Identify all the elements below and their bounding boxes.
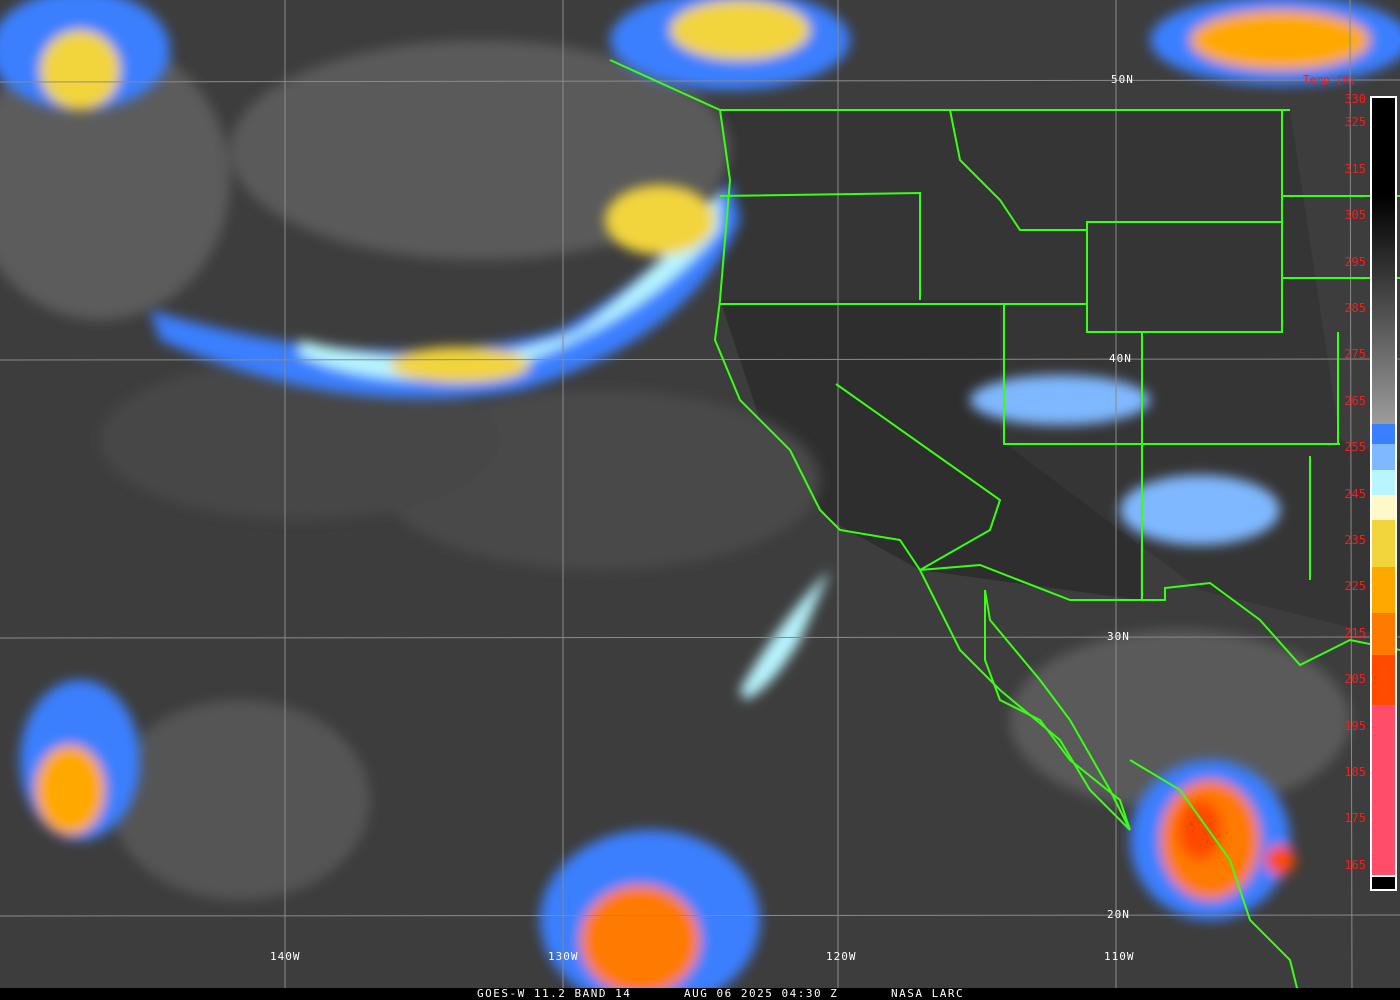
- colorbar-tick-label: 185: [1344, 765, 1366, 779]
- temperature-colorbar: [1370, 96, 1397, 891]
- lon-label: 140W: [270, 950, 301, 963]
- lat-label: 40N: [1109, 352, 1132, 365]
- colorbar-tick-label: 245: [1344, 486, 1366, 501]
- credit-label: NASA LARC: [891, 987, 965, 1000]
- colorbar-tick-label: 275: [1344, 347, 1366, 362]
- satellite-band-label: GOES-W 11.2 BAND 14: [477, 987, 632, 1000]
- datetime-label: AUG 06 2025 04:30 Z: [684, 987, 839, 1000]
- colorbar-tick-label: 285: [1344, 301, 1366, 315]
- lat-label: 30N: [1107, 630, 1130, 643]
- colorbar-tick-label: 225: [1344, 579, 1366, 594]
- colorbar-tick-label: 235: [1344, 533, 1366, 547]
- colorbar-tick-label: 315: [1344, 161, 1366, 176]
- lat-label: 50N: [1111, 73, 1134, 86]
- lon-label: 120W: [826, 950, 857, 963]
- colorbar-title: Temp [K]: [1303, 73, 1356, 86]
- political-borders: [609, 59, 1400, 1000]
- colorbar-tick-label: 255: [1344, 440, 1366, 455]
- colorbar-tick-label: 330: [1344, 92, 1366, 107]
- colorbar-tick-label: 325: [1344, 115, 1366, 130]
- colorbar-tick-label: 215: [1344, 625, 1366, 640]
- colorbar-tick-label: 305: [1344, 208, 1366, 223]
- colorbar-tick-label: 265: [1344, 393, 1366, 408]
- lat-label: 20N: [1107, 908, 1130, 921]
- colorbar-tick-label: 195: [1344, 718, 1366, 733]
- colorbar-tick-label: 175: [1344, 811, 1366, 826]
- image-caption-bar: GOES-W 11.2 BAND 14 AUG 06 2025 04:30 Z …: [0, 988, 1400, 1000]
- lon-label: 130W: [548, 950, 579, 963]
- lon-label: 110W: [1104, 950, 1135, 963]
- colorbar-tick-label: 295: [1344, 254, 1366, 269]
- colorbar-tick-label: 165: [1344, 857, 1366, 872]
- colorbar-tick-label: 205: [1344, 672, 1366, 687]
- cloud-layer: [0, 40, 1350, 900]
